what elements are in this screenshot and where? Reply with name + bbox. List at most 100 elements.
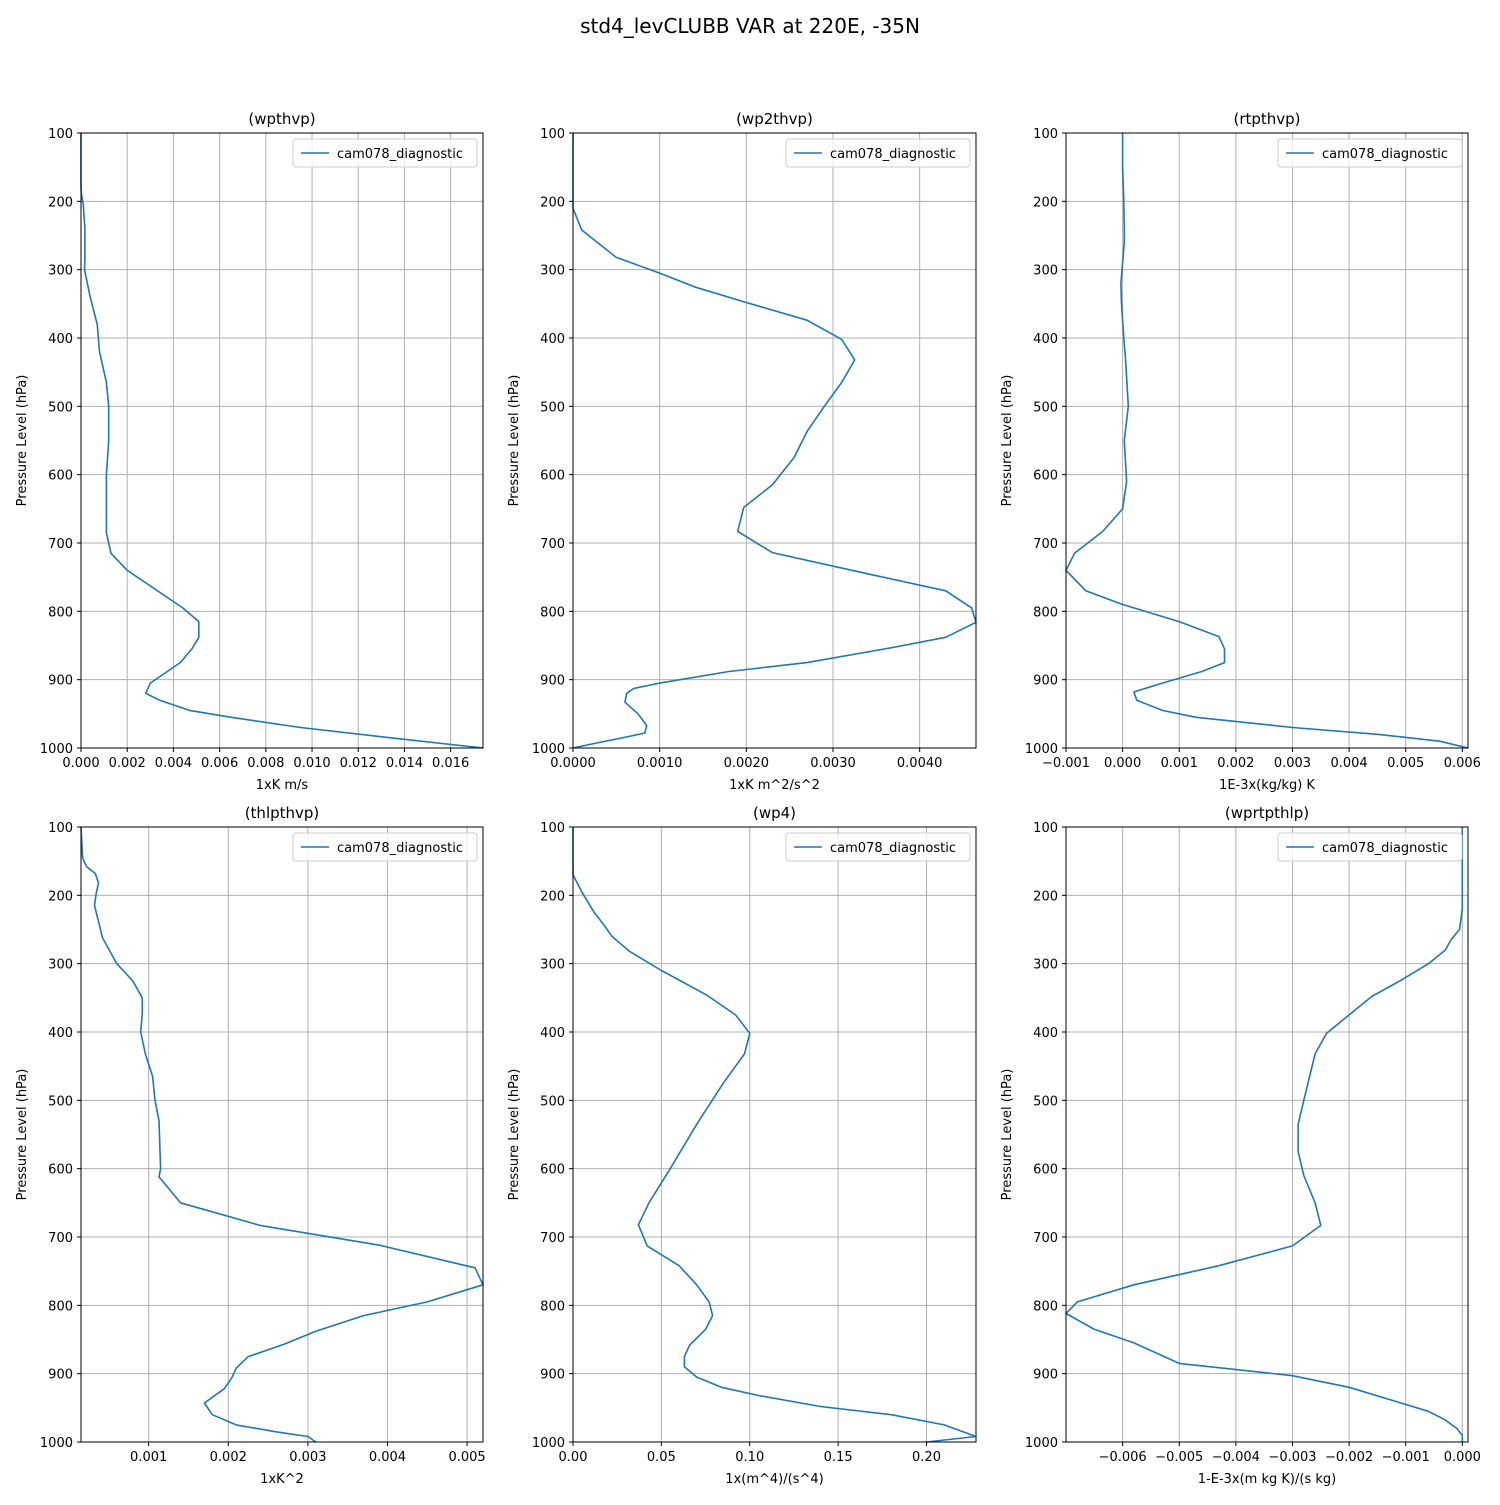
x-tick-label: 0.005 [1387, 756, 1424, 771]
axes-frame [80, 826, 484, 1443]
x-tick-label: 0.002 [1217, 756, 1254, 771]
legend-box [785, 832, 971, 862]
x-tick-label: 0.001 [1161, 756, 1198, 771]
x-tick-label: 0.000 [62, 756, 99, 771]
legend-label: cam078_diagnostic [830, 841, 956, 856]
y-axis-label: Pressure Level (hPa) [1000, 375, 1015, 507]
x-tick-label: −0.004 [1212, 1450, 1260, 1465]
legend-label: cam078_diagnostic [830, 147, 956, 162]
x-tick-label: −0.006 [1099, 1450, 1147, 1465]
x-tick-label: 0.001 [130, 1450, 167, 1465]
y-tick-label: 700 [540, 1231, 565, 1246]
x-tick-label: 0.004 [369, 1450, 406, 1465]
y-tick-label: 300 [540, 264, 565, 279]
x-axis-label: 1x(m^4)/(s^4) [725, 1472, 823, 1487]
x-tick-label: 0.10 [735, 1450, 764, 1465]
y-tick-label: 400 [48, 332, 73, 347]
y-tick-label: 100 [1033, 821, 1058, 836]
y-tick-label: 900 [48, 674, 73, 689]
legend-box [292, 832, 478, 862]
x-tick-label: 0.0010 [637, 756, 683, 771]
y-tick-label: 700 [1033, 1231, 1058, 1246]
y-tick-label: 600 [48, 469, 73, 484]
subplot-title: (wpthvp) [248, 110, 315, 128]
y-tick-label: 300 [1033, 958, 1058, 973]
y-tick-label: 1000 [1025, 1436, 1058, 1451]
y-tick-label: 900 [48, 1368, 73, 1383]
x-tick-label: 0.000 [1104, 756, 1141, 771]
x-tick-label: 0.003 [1274, 756, 1311, 771]
legend-label: cam078_diagnostic [1322, 841, 1448, 856]
legend-box [1277, 832, 1463, 862]
y-axis-label: Pressure Level (hPa) [507, 1069, 522, 1201]
y-tick-label: 300 [1033, 264, 1058, 279]
y-tick-label: 1000 [40, 1436, 73, 1451]
y-tick-label: 200 [1033, 195, 1058, 210]
x-tick-label: −0.005 [1155, 1450, 1203, 1465]
y-tick-label: 600 [540, 1163, 565, 1178]
legend-box [292, 138, 478, 168]
y-tick-label: 300 [540, 958, 565, 973]
legend: cam078_diagnostic [1277, 138, 1463, 168]
x-tick-label: 0.006 [1444, 756, 1481, 771]
y-tick-label: 600 [1033, 1163, 1058, 1178]
y-axis-label: Pressure Level (hPa) [1000, 1069, 1015, 1201]
y-tick-label: 900 [540, 674, 565, 689]
x-axis-label: 1xK m^2/s^2 [729, 778, 820, 793]
subplot-title: (wp4) [753, 804, 796, 822]
axes-frame [80, 132, 484, 749]
y-tick-label: 200 [540, 195, 565, 210]
y-tick-label: 700 [48, 1231, 73, 1246]
y-tick-label: 600 [1033, 469, 1058, 484]
y-tick-label: 400 [48, 1026, 73, 1041]
y-axis-label: Pressure Level (hPa) [507, 375, 522, 507]
y-tick-label: 500 [1033, 400, 1058, 415]
y-tick-label: 1000 [532, 1436, 565, 1451]
y-tick-label: 900 [1033, 674, 1058, 689]
legend-label: cam078_diagnostic [1322, 147, 1448, 162]
y-tick-label: 700 [1033, 537, 1058, 552]
subplot-1: 0.000 0.002 0.004 0.006 0.008 0.010 0.012 0.014… [15, 110, 484, 793]
series-line [80, 826, 484, 1443]
y-tick-label: 100 [540, 821, 565, 836]
series-line [572, 133, 977, 749]
y-tick-label: 700 [48, 537, 73, 552]
x-tick-label: 0.016 [432, 756, 469, 771]
y-tick-label: 1000 [532, 742, 565, 757]
y-tick-label: 100 [48, 821, 73, 836]
subplot-5: 0.00 0.05 0.10 0.15 0.20 100 200 300 400 500 600 70… [507, 804, 977, 1487]
y-tick-label: 1000 [40, 742, 73, 757]
x-tick-label: 0.00 [559, 1450, 588, 1465]
y-tick-label: 800 [540, 605, 565, 620]
y-tick-label: 900 [540, 1368, 565, 1383]
x-tick-label: 0.006 [201, 756, 238, 771]
y-tick-label: 1000 [1025, 742, 1058, 757]
legend: cam078_diagnostic [785, 832, 971, 862]
y-tick-label: 500 [540, 1094, 565, 1109]
x-tick-label: −0.002 [1325, 1450, 1373, 1465]
y-tick-label: 100 [48, 127, 73, 142]
y-tick-label: 600 [540, 469, 565, 484]
subplot-6: −0.006 −0.005 −0.004 −0.003 −0.002 −0.001 0.00… [1000, 804, 1481, 1487]
y-tick-label: 300 [48, 264, 73, 279]
x-tick-label: 0.20 [912, 1450, 941, 1465]
y-tick-label: 300 [48, 958, 73, 973]
x-tick-label: 0.0040 [897, 756, 943, 771]
x-tick-label: 0.15 [824, 1450, 853, 1465]
x-tick-label: 0.003 [289, 1450, 326, 1465]
y-tick-label: 400 [540, 1026, 565, 1041]
legend: cam078_diagnostic [1277, 832, 1463, 862]
y-tick-label: 800 [48, 1299, 73, 1314]
subplot-title: (wp2thvp) [736, 110, 813, 128]
y-tick-label: 100 [1033, 127, 1058, 142]
y-tick-label: 500 [48, 400, 73, 415]
x-tick-label: 0.000 [1444, 1450, 1481, 1465]
x-tick-label: −0.001 [1042, 756, 1090, 771]
legend: cam078_diagnostic [292, 832, 478, 862]
series-line [1065, 827, 1464, 1442]
x-tick-label: 0.008 [247, 756, 284, 771]
y-tick-label: 200 [1033, 889, 1058, 904]
x-axis-label: 1xK m/s [256, 778, 309, 793]
